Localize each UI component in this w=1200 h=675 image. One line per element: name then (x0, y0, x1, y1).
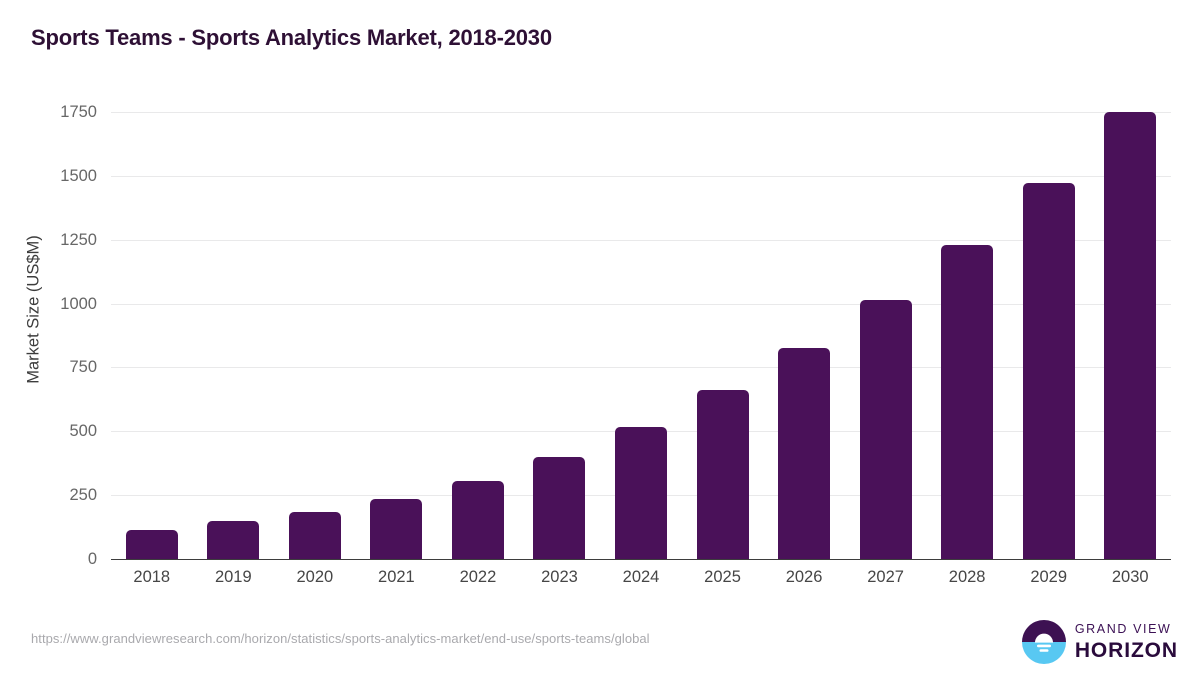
bar-2029[interactable] (1022, 182, 1075, 559)
logo-line-1: GRAND VIEW (1074, 622, 1172, 637)
source-url[interactable]: https://www.grandviewresearch.com/horizo… (31, 631, 650, 646)
gridline (111, 303, 1171, 305)
y-tick-label: 0 (87, 549, 97, 568)
y-axis-tick-labels: 0 250 500 750 1000 1250 1500 1750 (0, 100, 97, 567)
gridline (111, 112, 1171, 113)
bar-2021[interactable] (370, 499, 423, 559)
horizon-sunrise-icon (1021, 620, 1066, 664)
bar-slot (682, 100, 764, 559)
x-tick-label: 2021 (378, 568, 415, 586)
bar-slot (600, 100, 682, 559)
y-tick-label: 1750 (60, 102, 97, 121)
y-tick-label: 1500 (60, 166, 97, 185)
gridline (111, 367, 1171, 369)
logo-wordmark: GRAND VIEW HORIZON (1075, 623, 1178, 661)
bar-2026[interactable] (778, 348, 831, 559)
x-tick-label: 2026 (785, 568, 823, 586)
plot-area (111, 100, 1171, 560)
x-tick-label: 2024 (622, 568, 660, 586)
x-tick-label: 2019 (214, 568, 252, 586)
y-tick-label: 750 (69, 358, 97, 377)
x-tick-label: 2018 (133, 568, 171, 586)
bars (111, 100, 1171, 560)
bar-2028[interactable] (941, 245, 994, 559)
y-tick-label: 250 (69, 485, 97, 504)
x-axis-tick-labels: 2018 2019 2020 2021 2022 2023 2024 2025 2026 2027… (111, 568, 1171, 596)
bar-slot (1008, 100, 1090, 559)
bar-2018[interactable] (125, 530, 178, 559)
y-tick-label: 1000 (60, 294, 97, 313)
bar-2023[interactable] (533, 457, 586, 559)
bar-2022[interactable] (451, 480, 504, 559)
grand-view-horizon-logo: GRAND VIEW HORIZON (1021, 620, 1178, 664)
x-tick-label: 2022 (459, 568, 497, 586)
x-tick-label: 2030 (1111, 568, 1149, 586)
x-tick-label: 2025 (704, 568, 741, 586)
x-tick-label: 2023 (541, 568, 578, 586)
bar-slot (193, 100, 275, 559)
logo-line-2: HORIZON (1074, 638, 1178, 662)
bar-slot (926, 100, 1008, 559)
x-tick-label: 2029 (1030, 568, 1068, 586)
bar-slot (1089, 100, 1171, 559)
bar-slot (437, 100, 519, 559)
bar-slot (356, 100, 438, 559)
x-axis-line (111, 558, 1171, 560)
bar-2019[interactable] (207, 520, 260, 559)
bar-slot (845, 100, 927, 559)
bar-2030[interactable] (1104, 111, 1157, 559)
bar-slot (111, 100, 193, 559)
bar-slot (519, 100, 601, 559)
bar-2027[interactable] (859, 299, 912, 559)
bar-2020[interactable] (288, 512, 341, 559)
x-tick-label: 2020 (296, 568, 334, 586)
gridline (111, 175, 1171, 177)
bar-2025[interactable] (696, 390, 749, 559)
x-tick-label: 2027 (867, 568, 904, 586)
bar-slot (763, 100, 845, 559)
page-title: Sports Teams - Sports Analytics Market, … (31, 25, 552, 50)
gridline (111, 239, 1171, 241)
bar-slot (274, 100, 356, 559)
x-tick-label: 2028 (948, 568, 986, 586)
bar-2024[interactable] (614, 427, 667, 559)
y-tick-label: 500 (69, 422, 97, 441)
y-tick-label: 1250 (60, 230, 97, 249)
